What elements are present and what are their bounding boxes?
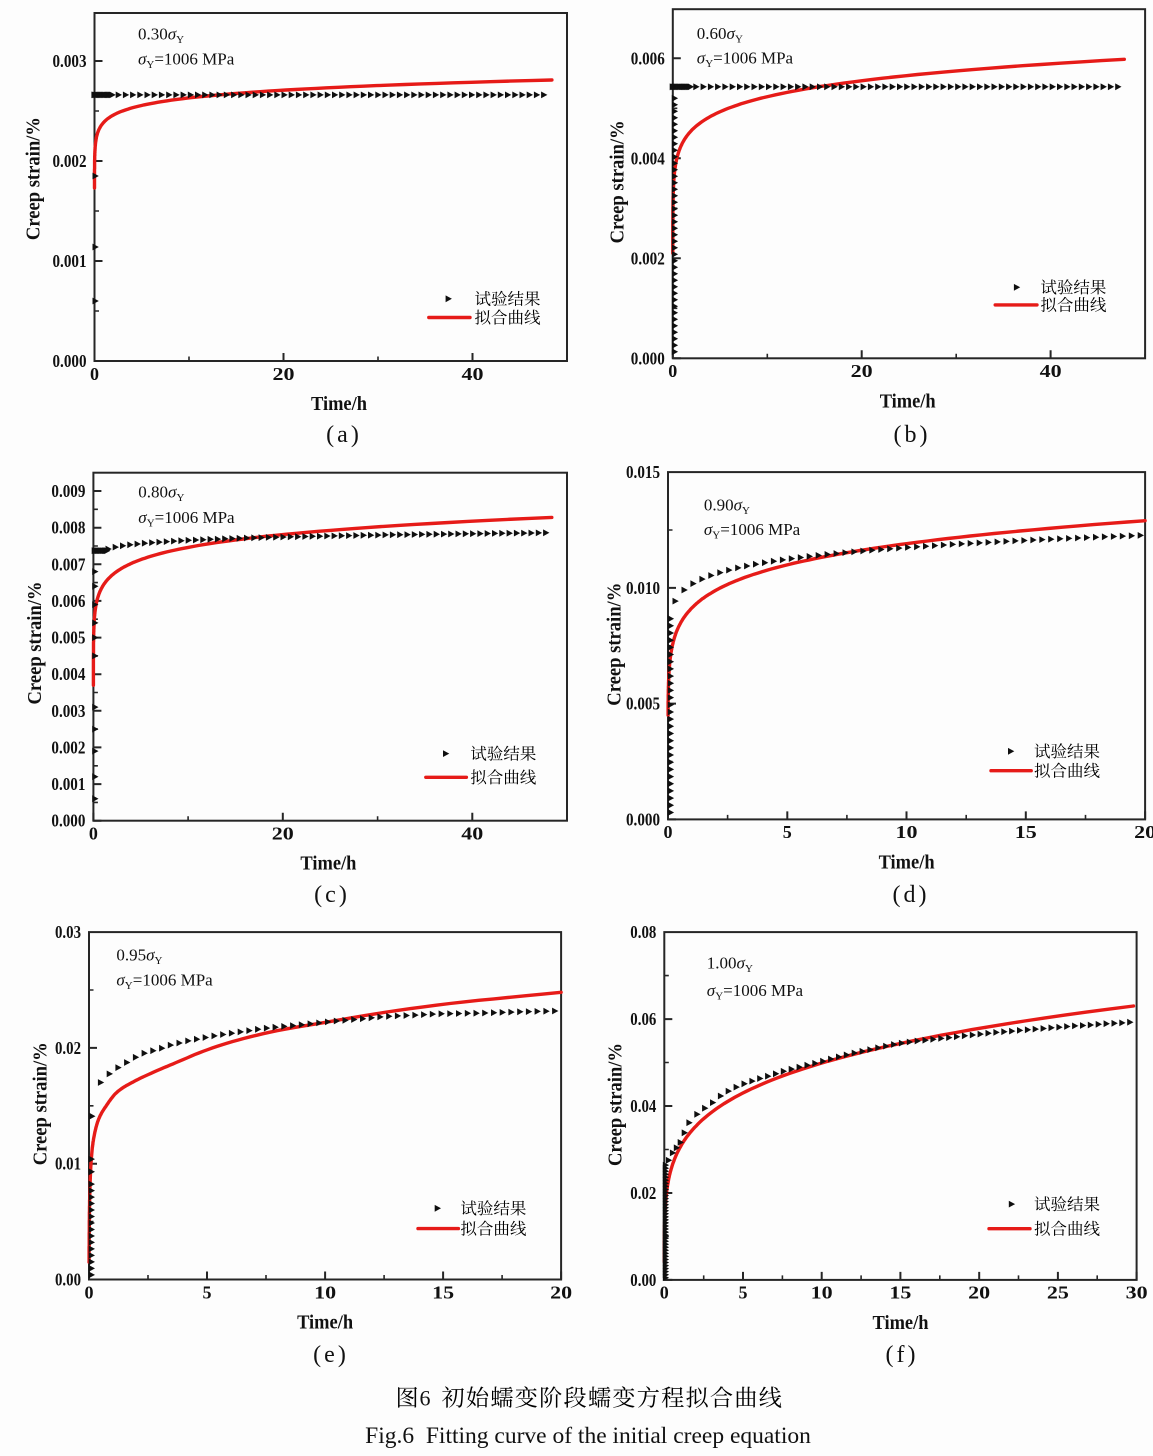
svg-text:15: 15: [889, 1283, 911, 1303]
svg-text:0.002: 0.002: [53, 151, 87, 171]
svg-text:0.003: 0.003: [51, 701, 85, 721]
svg-text:Creep strain/%: Creep strain/%: [24, 582, 46, 705]
svg-text:Creep strain/%: Creep strain/%: [23, 117, 45, 240]
svg-text:0.80σY: 0.80σY: [138, 483, 184, 505]
svg-text:0.90σY: 0.90σY: [704, 495, 750, 517]
svg-text:20: 20: [273, 364, 295, 384]
svg-text:0.004: 0.004: [51, 664, 85, 684]
svg-text:0.95σY: 0.95σY: [116, 945, 162, 967]
svg-text:0.01: 0.01: [55, 1154, 81, 1174]
svg-text:0.00: 0.00: [630, 1270, 656, 1290]
svg-text:Creep strain/%: Creep strain/%: [605, 1043, 627, 1166]
svg-text:40: 40: [1040, 361, 1062, 381]
svg-text:20: 20: [550, 1282, 572, 1302]
svg-text:(b): (b): [894, 422, 931, 448]
svg-text:Time/h: Time/h: [297, 1312, 353, 1334]
svg-text:Time/h: Time/h: [311, 393, 367, 415]
svg-text:Time/h: Time/h: [873, 1312, 929, 1334]
svg-text:Time/h: Time/h: [879, 851, 935, 873]
svg-text:40: 40: [462, 364, 484, 384]
svg-text:σY=1006 MPa: σY=1006 MPa: [704, 520, 801, 542]
svg-text:20: 20: [1134, 822, 1153, 842]
svg-text:σY=1006 MPa: σY=1006 MPa: [138, 508, 235, 530]
svg-text:0.010: 0.010: [626, 578, 660, 598]
svg-text:10: 10: [314, 1282, 336, 1302]
svg-text:(a): (a): [326, 422, 362, 448]
svg-text:0.001: 0.001: [51, 774, 85, 794]
svg-text:0.000: 0.000: [626, 809, 660, 829]
svg-text:20: 20: [272, 824, 294, 844]
svg-text:0.004: 0.004: [631, 148, 665, 168]
svg-text:(c): (c): [314, 882, 350, 908]
svg-text:0: 0: [668, 361, 677, 381]
svg-text:Creep strain/%: Creep strain/%: [603, 583, 625, 706]
svg-text:0.005: 0.005: [51, 628, 85, 648]
svg-text:20: 20: [968, 1283, 990, 1303]
svg-text:30: 30: [1126, 1283, 1148, 1303]
svg-text:Time/h: Time/h: [300, 853, 356, 875]
svg-text:σY=1006 MPa: σY=1006 MPa: [138, 49, 235, 71]
svg-text:0.04: 0.04: [630, 1096, 656, 1116]
svg-text:0: 0: [85, 1282, 94, 1302]
svg-text:40: 40: [461, 824, 483, 844]
svg-text:5: 5: [739, 1283, 748, 1303]
svg-text:0: 0: [89, 824, 98, 844]
svg-text:0.02: 0.02: [55, 1038, 81, 1058]
svg-text:(d): (d): [893, 882, 930, 908]
svg-text:0.000: 0.000: [631, 348, 665, 368]
svg-text:15: 15: [1015, 822, 1037, 842]
svg-text:0.015: 0.015: [626, 462, 660, 482]
svg-text:0: 0: [660, 1283, 669, 1303]
svg-text:0.60σY: 0.60σY: [697, 24, 743, 46]
svg-text:0.002: 0.002: [631, 248, 665, 268]
svg-text:0.005: 0.005: [626, 694, 660, 714]
svg-text:1.00σY: 1.00σY: [707, 954, 753, 976]
svg-text:0.06: 0.06: [630, 1009, 656, 1029]
svg-text:0.003: 0.003: [53, 51, 87, 71]
svg-text:σY=1006 MPa: σY=1006 MPa: [707, 981, 804, 1003]
svg-text:0: 0: [664, 822, 673, 842]
svg-text:0.000: 0.000: [53, 351, 87, 371]
svg-text:0.000: 0.000: [51, 811, 85, 831]
svg-text:Fig.6 Fitting curve of the in: Fig.6 Fitting curve of the initial creep…: [365, 1423, 811, 1449]
svg-text:(f): (f): [886, 1342, 919, 1368]
svg-text:0.001: 0.001: [53, 251, 87, 271]
svg-text:5: 5: [783, 822, 792, 842]
svg-text:0.006: 0.006: [51, 591, 85, 611]
svg-text:0.006: 0.006: [631, 48, 665, 68]
svg-text:6: 6: [420, 1386, 431, 1411]
svg-text:5: 5: [203, 1282, 212, 1302]
svg-text:10: 10: [811, 1283, 833, 1303]
svg-text:0.002: 0.002: [51, 737, 85, 757]
svg-text:σY=1006 MPa: σY=1006 MPa: [697, 49, 794, 71]
svg-text:Creep strain/%: Creep strain/%: [29, 1042, 51, 1165]
svg-text:0.009: 0.009: [51, 481, 85, 501]
svg-text:Time/h: Time/h: [880, 390, 936, 412]
svg-text:0.02: 0.02: [630, 1183, 656, 1203]
svg-text:25: 25: [1047, 1283, 1069, 1303]
svg-text:0.008: 0.008: [51, 518, 85, 538]
svg-text:0.08: 0.08: [630, 922, 656, 942]
svg-text:0.03: 0.03: [55, 922, 81, 942]
svg-text:0.30σY: 0.30σY: [138, 24, 184, 46]
svg-text:0.00: 0.00: [55, 1270, 81, 1290]
svg-text:Creep strain/%: Creep strain/%: [607, 120, 629, 243]
svg-text:20: 20: [851, 361, 873, 381]
svg-text:0.007: 0.007: [51, 554, 85, 574]
svg-text:10: 10: [896, 822, 918, 842]
svg-text:(e): (e): [313, 1342, 349, 1368]
svg-text:σY=1006 MPa: σY=1006 MPa: [116, 970, 213, 992]
svg-text:0: 0: [90, 364, 99, 384]
svg-text:15: 15: [432, 1282, 454, 1302]
